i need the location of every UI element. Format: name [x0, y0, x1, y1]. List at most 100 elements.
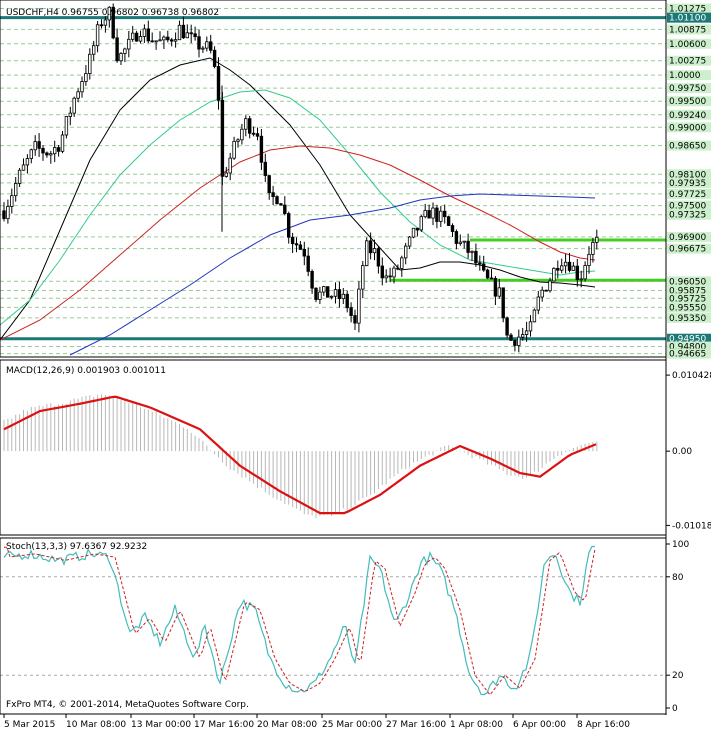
price-label: 0.95350 [669, 314, 706, 324]
candle-body [158, 39, 162, 42]
price-label: 0.96900 [669, 233, 706, 243]
candle-body [107, 6, 111, 21]
time-label: 17 Mar 16:00 [194, 720, 254, 730]
candle-body [279, 203, 283, 206]
candle-body [318, 291, 322, 300]
time-label: 5 Mar 2015 [4, 720, 55, 730]
grid-lines [0, 8, 666, 355]
candle-body [489, 277, 494, 280]
candle-body [481, 263, 486, 271]
candle-body [162, 36, 166, 41]
candle-body [540, 289, 544, 298]
candle-body [205, 41, 209, 49]
candle-body [236, 139, 240, 142]
candle-body [306, 255, 310, 272]
candle-body [595, 236, 599, 243]
candle-body [446, 216, 451, 226]
candle-body [423, 210, 427, 218]
price-label: 0.97935 [669, 179, 706, 189]
candle-body [189, 32, 193, 35]
time-label: 6 Apr 00:00 [513, 720, 566, 730]
stoch-axis-label: 20 [672, 671, 684, 681]
candle-body [49, 153, 53, 156]
price-label: 0.98650 [669, 142, 706, 152]
candle-body [275, 196, 279, 205]
candle-body [384, 275, 388, 279]
candle-body [37, 141, 41, 149]
candle-body [166, 36, 170, 41]
candle-body [25, 158, 30, 166]
price-label: 0.99750 [669, 84, 706, 94]
candle-body [567, 261, 572, 271]
stoch-label: Stoch(13,3,3) 97.6367 92.9232 [6, 542, 147, 552]
macd-axis-label: -0.010186 [672, 521, 711, 531]
candle-body [435, 207, 439, 222]
macd-axis-label: 0.00 [672, 447, 692, 457]
candle-body [403, 245, 408, 259]
candle-body [478, 262, 482, 265]
candle-body [368, 240, 373, 254]
candle-body [224, 172, 228, 177]
candle-body [532, 309, 537, 323]
price-label: 0.99000 [669, 123, 706, 133]
candle-body [458, 241, 462, 244]
price-label: 0.97725 [669, 190, 706, 200]
price-label: 1.00600 [669, 40, 706, 50]
stoch-axis-label: 0 [672, 704, 678, 714]
price-label: 0.94800 [669, 343, 706, 353]
candle-body [130, 32, 135, 40]
candle-body [6, 206, 10, 220]
candle-body [134, 32, 139, 42]
price-label-bg [667, 83, 711, 94]
candle-body [439, 210, 443, 222]
candle-body [92, 45, 96, 55]
price-label-bg [667, 285, 711, 296]
price-label-bg [667, 109, 711, 120]
candle-body [177, 24, 182, 41]
candle-body [587, 253, 591, 266]
price-label-bg [667, 12, 711, 23]
price-label: 0.95875 [669, 286, 706, 296]
candle-body [45, 152, 49, 156]
candle-body [197, 36, 201, 50]
candle-body [337, 289, 342, 300]
candle-body [372, 248, 377, 254]
candle-body [524, 330, 529, 335]
time-label: 10 Mar 08:00 [66, 720, 126, 730]
candle-body [493, 278, 498, 297]
price-label: 0.97325 [669, 211, 706, 221]
candle-body [169, 39, 174, 42]
candle-body [450, 225, 455, 232]
price-label-bg [667, 38, 711, 49]
candle-body [53, 147, 57, 155]
candle-body [333, 289, 338, 297]
candle-body [501, 287, 505, 319]
candle-body [255, 133, 260, 137]
candle-body [64, 116, 69, 136]
time-label: 25 Mar 00:00 [322, 720, 382, 730]
candle-body [216, 66, 221, 101]
candle-body [314, 287, 318, 300]
ma-blue-line [69, 193, 596, 356]
stoch-signal-line [4, 546, 596, 696]
price-label: 0.99500 [669, 97, 706, 107]
price-label-bg [667, 293, 711, 304]
candle-body [579, 278, 583, 281]
price-label: 0.95725 [669, 294, 706, 304]
price-candles [2, 3, 599, 353]
candle-body [56, 147, 61, 152]
candle-body [181, 24, 186, 39]
time-label: 8 Apr 16:00 [577, 720, 630, 730]
panel-frame [0, 537, 667, 715]
candle-body [415, 227, 420, 231]
candle-body [76, 91, 80, 99]
candle-body [88, 53, 92, 74]
price-label: 0.98100 [669, 170, 706, 180]
price-label-bg [667, 348, 711, 359]
price-label-bg [667, 231, 711, 242]
candle-body [536, 296, 540, 311]
candle-body [419, 216, 423, 231]
price-label-bg [667, 341, 711, 352]
price-label-bg [667, 122, 711, 133]
